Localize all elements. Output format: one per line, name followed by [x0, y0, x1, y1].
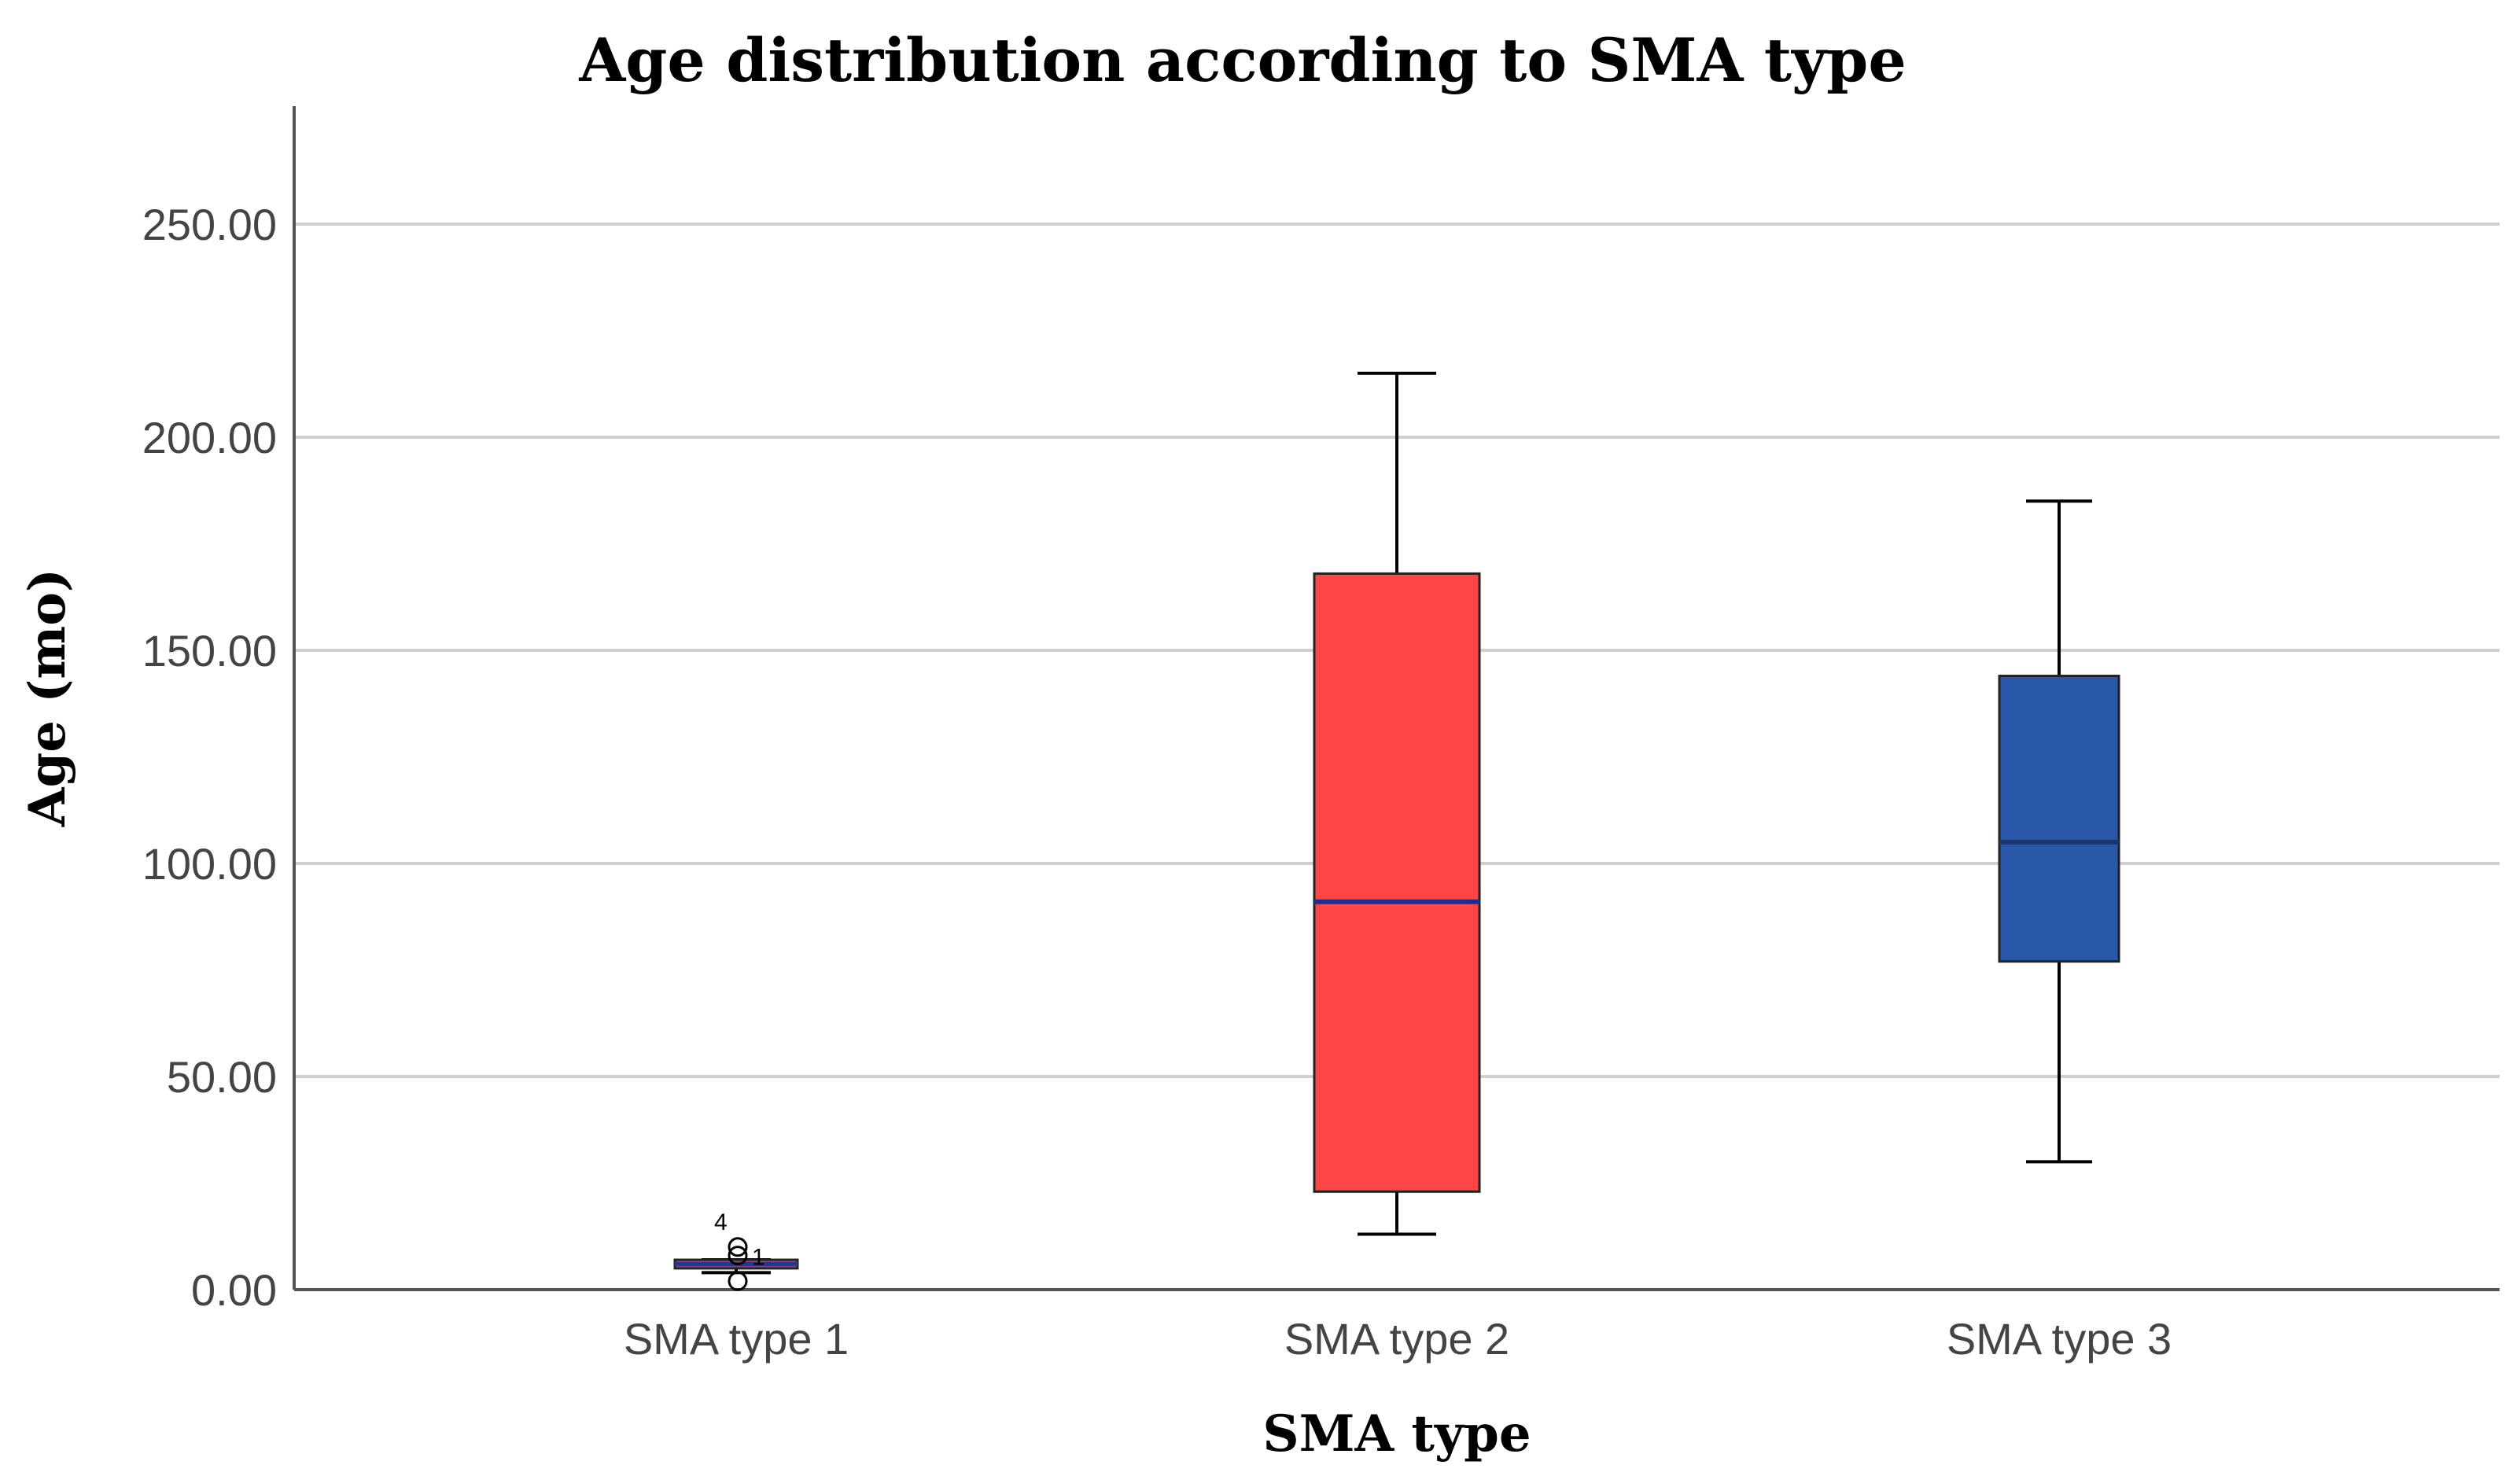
x-tick-label: SMA type 2: [1284, 1314, 1509, 1364]
outlier-point: [728, 1271, 748, 1291]
boxplots: 41: [673, 371, 2120, 1291]
y-tick-label: 200.00: [142, 413, 277, 462]
box-group: [1313, 371, 1481, 1236]
y-tick-label: 50.00: [167, 1052, 277, 1102]
x-tick-label: SMA type 3: [1947, 1314, 2172, 1364]
y-axis-tick-labels: 0.00 50.00 100.00 150.00 200.00 250.00: [142, 200, 277, 1315]
iqr-box: [1313, 572, 1481, 1193]
x-tick-label: SMA type 1: [624, 1314, 849, 1364]
y-tick-label: 150.00: [142, 626, 277, 675]
y-tick-label: 250.00: [142, 200, 277, 249]
box-group: [1998, 499, 2120, 1164]
outlier-point: [728, 1237, 748, 1257]
x-axis-title: SMA type: [1262, 1404, 1531, 1463]
outlier-label: 4: [714, 1209, 728, 1235]
outlier-label: 1: [752, 1245, 765, 1271]
x-axis-tick-labels: SMA type 1 SMA type 2 SMA type 3: [624, 1314, 2172, 1364]
iqr-box: [1998, 675, 2120, 963]
box-group: 41: [673, 1209, 799, 1291]
chart-title: Age distribution according to SMA type: [578, 25, 1906, 95]
outlier-point: [728, 1246, 748, 1266]
y-tick-label: 100.00: [142, 839, 277, 889]
y-tick-label: 0.00: [191, 1265, 277, 1315]
y-axis-title: Age (mo): [18, 569, 77, 827]
